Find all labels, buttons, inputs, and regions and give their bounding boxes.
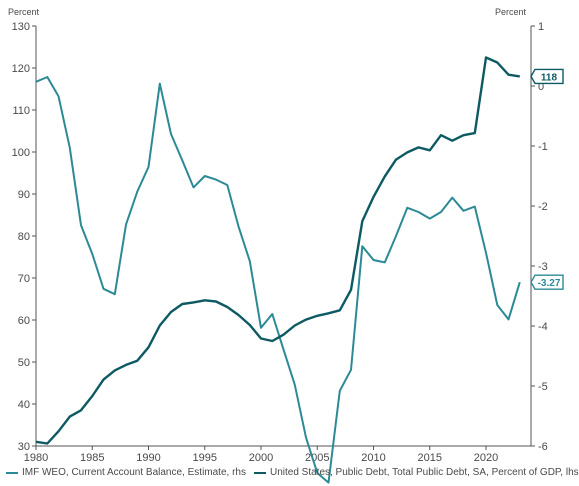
left-tick-label: 80 [18, 231, 30, 243]
x-tick-label: 2010 [361, 452, 385, 464]
left-tick-label: 100 [12, 147, 30, 159]
left-axis-unit: Percent [8, 7, 40, 17]
left-tick-label: 90 [18, 189, 30, 201]
legend-label-public-debt: United States, Public Debt, Total Public… [269, 467, 579, 478]
legend-label-current-account: IMF WEO, Current Account Balance, Estima… [22, 467, 246, 478]
left-tick-label: 70 [18, 273, 30, 285]
left-tick-label: 110 [12, 105, 30, 117]
x-tick-label: 2020 [474, 452, 498, 464]
right-tick-label: -6 [538, 441, 548, 453]
left-tick-label: 130 [12, 21, 30, 33]
series-layer [35, 56, 521, 484]
x-tick-label: 1980 [24, 452, 48, 464]
end-labels: -3.27 118 [530, 68, 564, 290]
current-account-line [35, 76, 521, 484]
x-tick-label: 2015 [418, 452, 442, 464]
right-tick-label: -2 [538, 201, 548, 213]
public-debt-end-callout [530, 68, 564, 85]
legend-swatch-public-debt [253, 471, 266, 474]
left-tick-label: 50 [18, 357, 30, 369]
legend-item-current-account: IMF WEO, Current Account Balance, Estima… [6, 467, 246, 478]
legend-item-public-debt: United States, Public Debt, Total Public… [253, 467, 579, 478]
x-tick-label: 1990 [136, 452, 160, 464]
legend: IMF WEO, Current Account Balance, Estima… [6, 467, 579, 478]
public-debt-line [35, 56, 520, 445]
left-tick-label: 30 [18, 441, 30, 453]
right-tick-label: -1 [538, 141, 548, 153]
current-account-end-callout [530, 274, 564, 290]
right-tick-label: -3 [538, 261, 548, 273]
left-tick-label: 60 [18, 315, 30, 327]
left-tick-label: 120 [12, 63, 30, 75]
right-tick-label: 0 [538, 81, 544, 93]
axes: 30 40 50 60 70 80 90 100 110 120 130 1 0 -1 -2 -3 -4 -5 -6… [12, 21, 548, 464]
right-axis-unit: Percent [495, 7, 527, 17]
right-tick-label: -5 [538, 381, 548, 393]
right-tick-label: -4 [538, 321, 548, 333]
left-tick-label: 40 [18, 399, 30, 411]
legend-swatch-current-account [6, 471, 18, 474]
x-tick-label: 2000 [249, 452, 273, 464]
public-debt-end-label: 118 [541, 72, 558, 83]
x-tick-label: 1995 [193, 452, 217, 464]
x-tick-label: 1985 [80, 452, 104, 464]
right-tick-label: 1 [538, 21, 544, 33]
current-account-end-label: -3.27 [538, 278, 561, 289]
x-tick-label: 2005 [305, 452, 329, 464]
